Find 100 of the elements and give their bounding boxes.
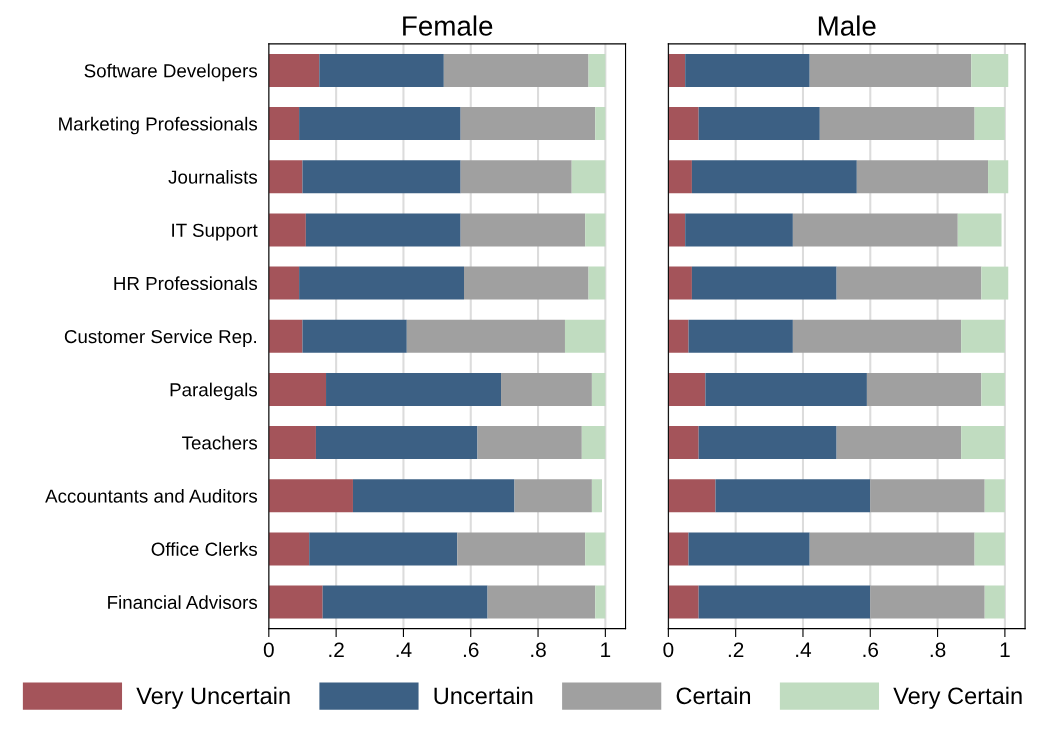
bar (866, 372, 982, 406)
bar (268, 479, 353, 513)
bar (322, 585, 488, 619)
bar (961, 426, 1005, 460)
bar (668, 585, 699, 619)
bar (691, 266, 837, 300)
bar (460, 160, 572, 194)
bar (585, 213, 606, 247)
bar (685, 213, 793, 247)
bar (981, 266, 1009, 300)
bar (591, 479, 602, 513)
bar (668, 372, 706, 406)
y-tick-label: Office Clerks (151, 542, 258, 556)
y-tick-label: Accountants and Auditors (45, 488, 258, 503)
bar (974, 532, 1005, 566)
bar (588, 266, 606, 300)
x-tick-label: .8 (531, 642, 546, 658)
bar (984, 479, 1005, 513)
bar (268, 213, 306, 247)
bar (668, 160, 692, 194)
legend-label: Certain (676, 686, 751, 705)
bar (809, 532, 975, 566)
legend-label: Very Certain (893, 686, 1022, 709)
x-tick-label: .6 (463, 642, 479, 658)
bar (305, 213, 461, 247)
bar (961, 319, 1005, 353)
bar (691, 160, 857, 194)
bar (705, 372, 867, 406)
bar (319, 53, 444, 87)
x-tick-label: .8 (930, 642, 946, 658)
x-tick-label: 1 (1000, 642, 1010, 657)
x-tick-label: 0 (663, 642, 674, 658)
chart-title: Male (818, 15, 876, 36)
bar (971, 53, 1009, 87)
legend-label: Uncertain (434, 686, 533, 705)
bar (870, 479, 985, 513)
bar (809, 53, 972, 87)
bar (457, 532, 586, 566)
bar (668, 213, 686, 247)
bar (299, 107, 461, 141)
x-tick-label: .6 (863, 642, 879, 658)
bar (302, 319, 407, 353)
y-tick-label: HR Professionals (114, 276, 258, 291)
bar (268, 53, 320, 87)
bar (443, 53, 589, 87)
bar (268, 585, 323, 619)
bar (668, 319, 689, 353)
bar (464, 266, 589, 300)
bar (460, 213, 586, 247)
x-tick-label: .4 (796, 642, 812, 657)
bar (836, 426, 962, 460)
bar (501, 372, 592, 406)
bar (698, 107, 820, 141)
bar (268, 532, 310, 566)
bar (668, 532, 689, 566)
y-tick-label: Software Developers (84, 63, 258, 82)
y-tick-label: Paralegals (170, 382, 258, 401)
bar (668, 53, 686, 87)
bar (668, 266, 692, 300)
bar (668, 479, 716, 513)
bar (595, 107, 606, 141)
bar (487, 585, 596, 619)
bar (591, 372, 606, 406)
chart-title: Female (403, 15, 493, 36)
bar (406, 319, 565, 353)
bar (268, 372, 327, 406)
y-tick-label: Journalists (168, 169, 258, 184)
bar (581, 426, 606, 460)
y-tick-label: Customer Service Rep. (64, 329, 257, 347)
y-tick-label: Marketing Professionals (59, 116, 258, 135)
bar (352, 479, 515, 513)
bar (698, 585, 871, 619)
bar (957, 213, 1002, 247)
y-tick-label: Teachers (182, 435, 258, 450)
bar (588, 53, 606, 87)
bar (514, 479, 592, 513)
bar (585, 532, 606, 566)
bar (984, 585, 1005, 619)
bar (792, 319, 962, 353)
bar (460, 107, 596, 141)
y-tick-label: IT Support (172, 223, 258, 241)
bar (299, 266, 465, 300)
bar (268, 426, 316, 460)
bar (685, 53, 810, 87)
bar (715, 479, 871, 513)
bar (792, 213, 958, 247)
bar (571, 160, 606, 194)
bar (302, 160, 461, 194)
bar (268, 107, 300, 141)
bar (988, 160, 1009, 194)
x-tick-label: .2 (329, 642, 344, 657)
x-tick-label: 0 (263, 642, 274, 658)
bar (268, 319, 303, 353)
bar (856, 160, 989, 194)
x-tick-label: .2 (728, 642, 744, 657)
y-tick-label: Financial Advisors (108, 595, 258, 610)
bar (268, 266, 300, 300)
bar (981, 372, 1005, 406)
bar (564, 319, 606, 353)
bar (836, 266, 982, 300)
